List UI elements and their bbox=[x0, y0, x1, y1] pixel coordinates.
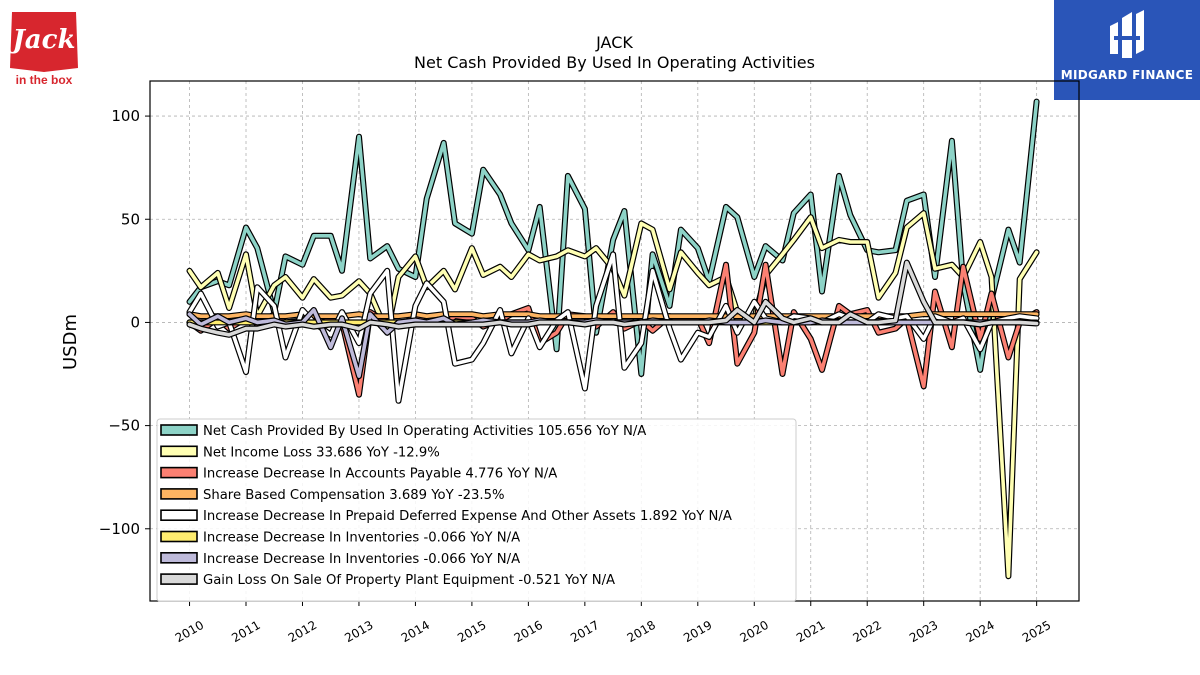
x-tick-label: 2011 bbox=[229, 618, 262, 645]
legend-item: Gain Loss On Sale Of Property Plant Equi… bbox=[160, 573, 615, 588]
x-tick-label: 2025 bbox=[1020, 618, 1053, 645]
jack-in-the-box-logo: Jack in the box bbox=[6, 6, 82, 88]
chart-title: JACK bbox=[595, 33, 633, 52]
legend-box bbox=[156, 418, 797, 602]
x-tick-label: 2016 bbox=[512, 618, 545, 645]
y-axis-label: USDm bbox=[60, 314, 81, 370]
legend-item: Increase Decrease In Inventories -0.066 … bbox=[160, 530, 520, 546]
legend-swatch bbox=[160, 551, 198, 564]
x-tick-label: 2023 bbox=[907, 618, 940, 645]
series-stroke bbox=[187, 99, 1039, 376]
x-tick-label: 2020 bbox=[738, 618, 771, 645]
legend-item: Net Income Loss 33.686 YoY -12.9% bbox=[160, 445, 440, 460]
legend-label: Share Based Compensation 3.689 YoY -23.5… bbox=[203, 488, 505, 503]
x-tick-label: 2015 bbox=[455, 618, 488, 645]
series-stroke bbox=[187, 260, 1039, 337]
legend-label: Net Cash Provided By Used In Operating A… bbox=[203, 424, 646, 439]
y-tick-label: 50 bbox=[121, 210, 140, 228]
midgard-finance-logo: MIDGARD FINANCE bbox=[1054, 0, 1200, 100]
x-tick-label: 2014 bbox=[399, 618, 432, 645]
legend-swatch bbox=[160, 466, 198, 479]
legend-item: Increase Decrease In Inventories -0.066 … bbox=[160, 551, 520, 567]
y-tick-label: 0 bbox=[130, 313, 140, 331]
legend-swatch bbox=[160, 488, 198, 500]
series-line-1 bbox=[186, 98, 1040, 377]
legend-swatch bbox=[160, 509, 198, 522]
legend-item: Share Based Compensation 3.689 YoY -23.5… bbox=[160, 488, 505, 503]
legend-label: Increase Decrease In Inventories -0.066 … bbox=[203, 552, 520, 567]
legend-item: Increase Decrease In Prepaid Deferred Ex… bbox=[160, 509, 732, 524]
legend-label: Increase Decrease In Inventories -0.066 … bbox=[203, 531, 520, 546]
legend-label: Net Income Loss 33.686 YoY -12.9% bbox=[203, 445, 440, 460]
x-tick-label: 2021 bbox=[794, 618, 827, 645]
y-tick-label: 100 bbox=[111, 107, 140, 125]
legend-swatch bbox=[160, 445, 198, 458]
y-tick-label: −50 bbox=[108, 417, 140, 435]
x-tick-label: 2024 bbox=[963, 618, 996, 645]
x-tick-label: 2018 bbox=[625, 618, 658, 645]
x-tick-label: 2017 bbox=[568, 618, 601, 645]
x-tick-label: 2012 bbox=[286, 618, 319, 645]
svg-text:in the box: in the box bbox=[16, 73, 73, 87]
legend-label: Increase Decrease In Prepaid Deferred Ex… bbox=[203, 509, 732, 524]
x-tick-label: 2022 bbox=[850, 618, 883, 645]
x-tick-label: 2019 bbox=[681, 618, 714, 645]
legend-label: Gain Loss On Sale Of Property Plant Equi… bbox=[203, 573, 615, 588]
x-tick-label: 2013 bbox=[342, 618, 375, 645]
legend-item: Net Cash Provided By Used In Operating A… bbox=[160, 424, 646, 439]
midgard-emblem-icon bbox=[1110, 10, 1144, 58]
legend-swatch bbox=[160, 573, 198, 585]
legend-item: Increase Decrease In Accounts Payable 4.… bbox=[160, 466, 557, 482]
chart-subtitle: Net Cash Provided By Used In Operating A… bbox=[414, 53, 815, 72]
legend-label: Increase Decrease In Accounts Payable 4.… bbox=[203, 467, 557, 482]
svg-text:Jack: Jack bbox=[8, 25, 76, 55]
midgard-finance-wordmark: MIDGARD FINANCE bbox=[1060, 68, 1194, 82]
series-line-8 bbox=[186, 259, 1040, 338]
x-tick-label: 2010 bbox=[173, 618, 206, 645]
y-tick-label: −100 bbox=[99, 520, 140, 538]
legend-swatch bbox=[160, 424, 198, 436]
legend-swatch bbox=[160, 530, 198, 543]
